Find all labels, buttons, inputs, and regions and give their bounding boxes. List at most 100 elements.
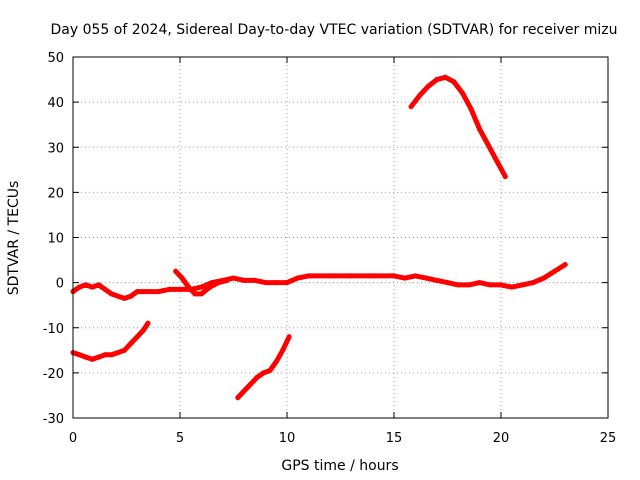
data-point [284,280,290,286]
data-point [498,282,504,288]
data-point [216,280,221,286]
data-point [224,277,230,283]
data-point [485,142,491,148]
data-point [541,275,547,281]
data-point [273,359,279,365]
data-point [179,275,185,281]
y-axis-label: SDTVAR / TECUs [6,181,22,296]
y-tick-label: 0 [56,277,64,292]
data-point [83,282,89,288]
data-point [273,280,279,286]
data-point [502,174,508,180]
data-point [121,347,127,353]
data-point [235,395,241,401]
data-point [487,282,493,288]
data-point [241,388,247,394]
series-layer [70,74,568,401]
data-point [442,74,448,80]
data-point [423,275,429,281]
data-point [166,286,172,292]
data-point [425,83,431,89]
data-point [494,158,500,164]
data-point [286,334,292,340]
data-point [89,356,95,362]
data-point [370,273,376,279]
data-point [192,291,198,297]
data-point [248,381,254,387]
data-point [455,282,461,288]
data-point [295,275,301,281]
data-point [263,280,269,286]
data-point [102,286,108,292]
data-point [173,268,179,274]
data-point [177,286,183,292]
data-point [207,284,213,290]
data-point [231,275,236,281]
data-point [147,289,153,295]
data-point [434,277,440,283]
x-tick-labels: 0 5 10 15 20 25 [69,431,616,446]
data-point [109,352,114,358]
data-point [128,341,134,346]
series-line [408,74,508,180]
data-point [115,293,121,299]
data-point [460,90,465,96]
data-point [76,284,82,290]
series-line [70,262,568,301]
data-point [96,354,102,360]
x-tick-label: 5 [176,431,184,446]
data-point [530,280,536,286]
data-point [254,374,260,380]
data-point [83,354,89,360]
data-point [434,77,440,83]
series-segment-0-3 [70,320,151,362]
data-point [121,295,127,301]
y-tick-label: -30 [43,412,64,427]
data-point [198,284,204,290]
data-point [145,320,151,326]
data-point [348,273,354,279]
data-point [102,352,108,358]
data-point [252,277,258,283]
data-point [198,291,204,297]
data-point [451,79,457,85]
data-point [280,347,286,353]
series-segment-16-20 [408,74,508,180]
data-point [519,282,525,288]
data-point [468,106,474,112]
series-segment-5-6 [173,268,230,297]
data-point [408,104,414,110]
y-tick-label: 40 [47,96,64,111]
data-point [445,280,450,286]
y-tick-label: 20 [47,186,64,201]
data-point [134,289,140,295]
x-tick-label: 10 [279,431,296,446]
data-point [76,352,82,358]
data-point [327,273,333,279]
data-point [509,284,515,290]
data-point [261,370,266,376]
data-point [109,291,114,297]
data-point [391,273,397,279]
data-point [552,268,557,274]
data-point [89,284,95,290]
data-point [141,327,147,333]
data-point [134,334,140,340]
data-point [96,282,102,288]
data-point [412,273,418,279]
data-point [128,293,134,299]
data-point [156,289,162,295]
y-tick-label: -20 [43,367,64,382]
grid [73,57,608,418]
data-point [305,273,311,279]
x-axis-label: GPS time / hours [281,458,398,474]
y-tick-label: 10 [47,232,64,247]
series-main-track [70,262,568,301]
y-tick-label: 30 [47,141,64,156]
x-tick-label: 15 [386,431,403,446]
data-point [562,262,568,268]
data-point [466,282,472,288]
data-point [141,289,147,295]
series-line [235,334,292,401]
